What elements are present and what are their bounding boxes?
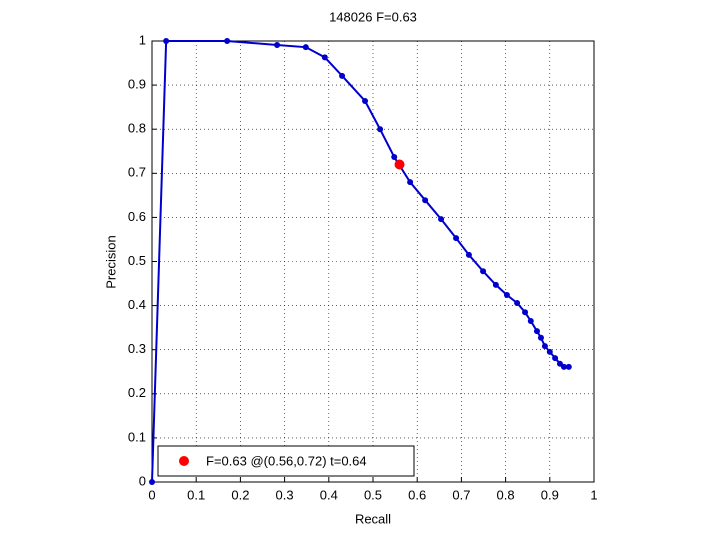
- x-tick-label: 1: [590, 487, 597, 502]
- point: [492, 281, 499, 288]
- point: [321, 54, 328, 61]
- x-tick-label: 0.8: [497, 487, 515, 502]
- point: [377, 126, 384, 133]
- point: [480, 268, 487, 275]
- plot-frame: [151, 40, 595, 483]
- y-tick-label: 0.6: [128, 209, 146, 224]
- y-tick-label: 0.4: [128, 297, 146, 312]
- point: [514, 299, 521, 306]
- point: [422, 197, 429, 204]
- y-tick-label: 0.3: [128, 341, 146, 356]
- y-tick-label: 0.7: [128, 165, 146, 180]
- point: [503, 292, 510, 299]
- point: [394, 159, 405, 170]
- point: [465, 251, 472, 258]
- x-tick-label: 0.7: [452, 487, 470, 502]
- x-tick-label: 0.4: [320, 487, 338, 502]
- point: [565, 363, 572, 370]
- y-tick-label: 0.1: [128, 429, 146, 444]
- point: [224, 38, 231, 44]
- point: [527, 318, 534, 325]
- point: [274, 41, 281, 48]
- x-tick-label: 0.3: [276, 487, 294, 502]
- point: [149, 479, 155, 485]
- chart-title: 148026 F=0.63: [329, 9, 417, 24]
- x-tick-label: 0.2: [231, 487, 249, 502]
- point: [533, 328, 540, 335]
- point: [546, 348, 553, 355]
- x-tick-label: 0.1: [187, 487, 205, 502]
- point: [541, 343, 548, 350]
- y-tick-label: 0.2: [128, 385, 146, 400]
- y-axis-label: Precision: [103, 235, 118, 288]
- y-tick-label: 0.9: [128, 77, 146, 92]
- legend-marker: [179, 456, 189, 466]
- point: [163, 38, 170, 44]
- point: [302, 44, 309, 51]
- point: [537, 334, 544, 341]
- x-tick-label: 0.5: [364, 487, 382, 502]
- point: [438, 216, 445, 223]
- x-tick-label: 0: [148, 487, 155, 502]
- point: [362, 97, 369, 104]
- point: [552, 355, 559, 362]
- point: [560, 363, 567, 370]
- legend-label: F=0.63 @(0.56,0.72) t=0.64: [206, 453, 367, 468]
- x-axis-label: Recall: [355, 511, 391, 526]
- point: [391, 153, 398, 160]
- y-tick-label: 0.5: [128, 253, 146, 268]
- y-tick-label: 0.8: [128, 121, 146, 136]
- point: [522, 309, 529, 316]
- point: [407, 179, 414, 186]
- point: [453, 235, 460, 242]
- x-tick-label: 0.9: [541, 487, 559, 502]
- y-tick-label: 0: [139, 473, 146, 488]
- x-tick-label: 0.6: [408, 487, 426, 502]
- y-tick-label: 1: [139, 32, 146, 47]
- point: [339, 72, 346, 79]
- legend-box: [157, 445, 415, 477]
